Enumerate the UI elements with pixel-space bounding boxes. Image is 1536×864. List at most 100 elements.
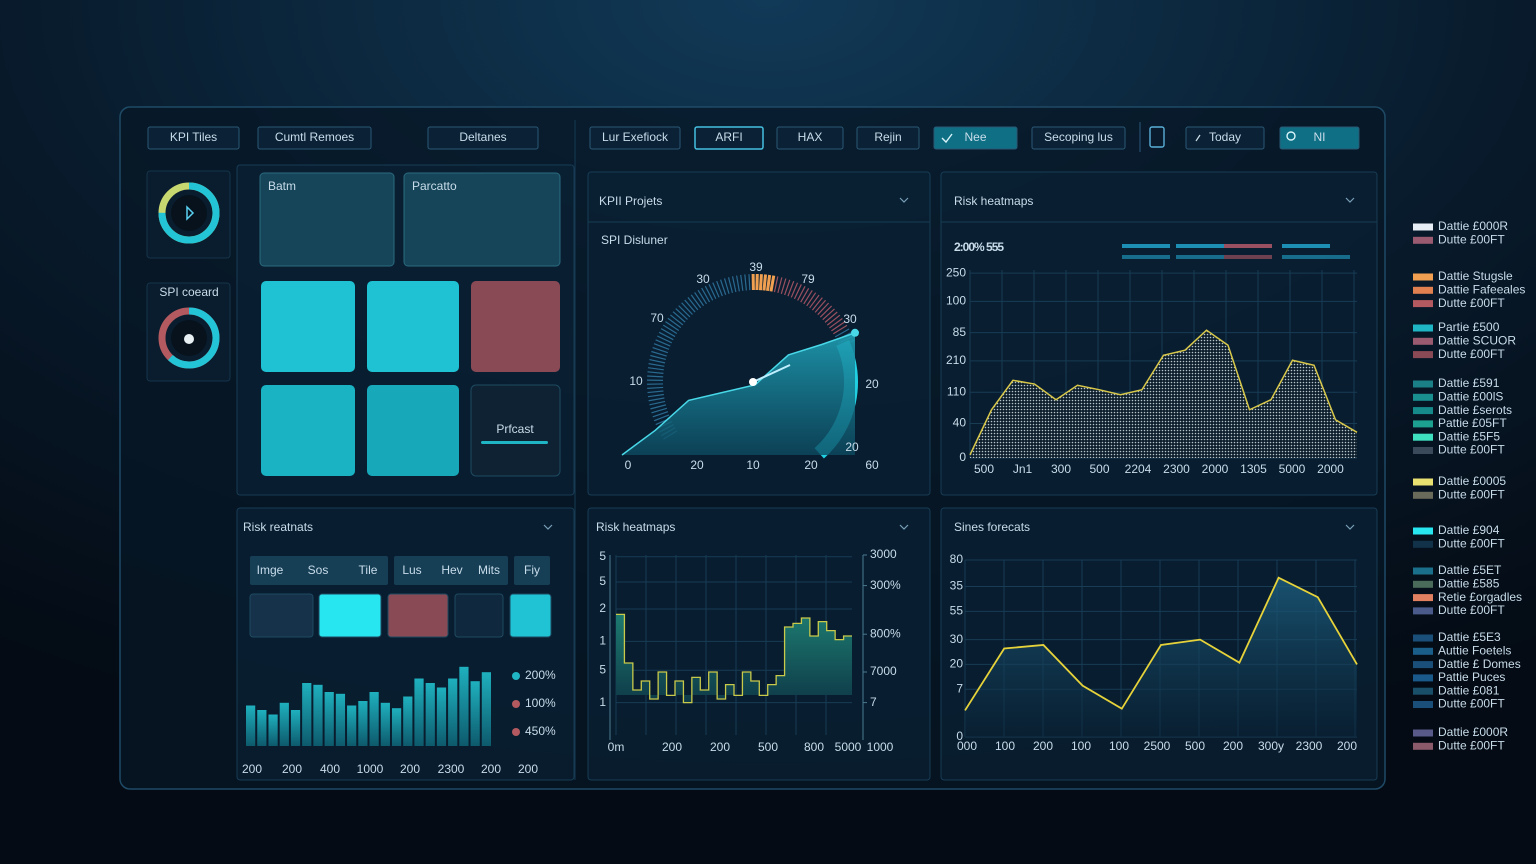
- gauge-scale-label: 20: [865, 377, 879, 391]
- needle-hub: [749, 378, 757, 386]
- legend-swatch: [1413, 337, 1433, 345]
- bar: [324, 692, 334, 746]
- y-tick-label: 80: [950, 552, 964, 566]
- bar: [268, 714, 278, 746]
- gauge-hatch: [765, 274, 772, 292]
- legend-label: Dutte £00FT: [1438, 296, 1505, 310]
- tab-button[interactable]: [257, 126, 372, 150]
- color-cell: [387, 593, 449, 638]
- tab-button[interactable]: [1031, 126, 1126, 150]
- chevron[interactable]: [543, 524, 553, 530]
- gauge-hatch: [723, 278, 730, 294]
- bar: [290, 710, 301, 746]
- y-tick-label: 1: [599, 634, 606, 648]
- panel-subtitle: SPI Disluner: [601, 233, 668, 247]
- legend-swatch: [1413, 674, 1433, 682]
- chevron[interactable]: [1345, 524, 1355, 530]
- y-tick-label: 100: [946, 294, 966, 308]
- y-tick-label: 30: [950, 632, 964, 646]
- gauge-hatch: [697, 289, 708, 305]
- legend-label: Dattie £081: [1438, 683, 1500, 697]
- legend-swatch: [1413, 742, 1433, 750]
- bar: [470, 681, 480, 746]
- x-tick-label: 10: [746, 458, 760, 472]
- tab-button[interactable]: [694, 126, 764, 150]
- gauge-hatch: [657, 335, 673, 344]
- y-tick-label: 55: [950, 604, 964, 618]
- gauge-hatch: [787, 280, 795, 297]
- gauge-hatch: [647, 371, 664, 374]
- headline-bar: [1282, 255, 1350, 259]
- legend-swatch: [1413, 687, 1433, 695]
- x-tick-label: 200: [481, 762, 501, 776]
- header-cell: Fiy: [524, 563, 540, 577]
- gauge-scale-label: 20: [845, 440, 859, 454]
- legend-label: Dattie £0005: [1438, 474, 1506, 488]
- gauge-hatch: [800, 287, 810, 303]
- legend-swatch: [1413, 594, 1433, 602]
- tab-button[interactable]: [589, 126, 681, 150]
- bar: [313, 684, 323, 746]
- forecast-line: [964, 576, 1358, 711]
- gauge-hatch: [704, 285, 714, 301]
- legend-label: Dutte £00FT: [1438, 232, 1505, 246]
- x-tick-label: 200: [1337, 739, 1357, 753]
- tab-label: KPI Tiles: [170, 130, 217, 144]
- gauge-hatch: [662, 324, 678, 335]
- header-row: [250, 556, 388, 585]
- search-icon[interactable]: [1286, 131, 1296, 141]
- x-tick-label: 300y: [1258, 739, 1284, 753]
- gauge-hatch: [769, 275, 776, 292]
- chevron[interactable]: [899, 197, 909, 203]
- chevron[interactable]: [1345, 197, 1355, 203]
- legend-dot: [512, 700, 520, 708]
- tab-button[interactable]: [933, 126, 1018, 150]
- tab-button[interactable]: [776, 126, 844, 150]
- tab-button[interactable]: [1279, 126, 1360, 150]
- gauge-hatch: [651, 350, 667, 357]
- tab-button[interactable]: [147, 126, 240, 150]
- tab-button[interactable]: [427, 126, 539, 150]
- clipboard-icon[interactable]: [1149, 126, 1165, 148]
- tab-button[interactable]: [856, 126, 920, 150]
- gauge-scale-label: 30: [843, 312, 857, 326]
- gauge-hatch: [647, 393, 664, 398]
- kpi-tile: [261, 281, 355, 372]
- headline-bar: [1122, 244, 1170, 248]
- chevron[interactable]: [899, 524, 909, 530]
- x-tick-label: 800: [804, 740, 824, 754]
- tab-label: Deltanes: [459, 130, 506, 144]
- legend-label: Dattie £591: [1438, 376, 1500, 390]
- legend-label: Pattie Puces: [1438, 670, 1505, 684]
- gauge-hatch: [678, 305, 691, 318]
- gauge-core: [171, 195, 207, 231]
- x-tick-label: 0: [625, 458, 632, 472]
- x-tick-label: 2500: [1144, 739, 1171, 753]
- gauge-hatch: [667, 317, 682, 329]
- header-cell: Sos: [308, 563, 329, 577]
- step-fill: [616, 614, 852, 703]
- legend-label: 100%: [525, 696, 556, 710]
- gauge-hatch: [681, 302, 693, 315]
- legend-swatch: [1413, 580, 1433, 588]
- header-row: [394, 556, 508, 585]
- x-tick-label: 500: [1185, 739, 1205, 753]
- header-cell: Tile: [359, 563, 378, 577]
- x-tick-label: 500: [1089, 462, 1109, 476]
- gauge-label: SPI coeard: [159, 285, 218, 299]
- panel-title: Risk heatmaps: [954, 194, 1033, 208]
- tab-button[interactable]: [1185, 126, 1265, 150]
- legend-swatch: [1413, 607, 1433, 615]
- gauge-hatch: [653, 414, 670, 422]
- x-tick-label: 200: [710, 740, 730, 754]
- x-tick-label: 500: [758, 740, 778, 754]
- legend-dot: [512, 728, 520, 736]
- check-icon: [941, 133, 953, 144]
- tab-label: Secoping lus: [1044, 130, 1113, 144]
- y-tick-label: 2: [599, 601, 606, 615]
- legend-label: Dutte £00FT: [1438, 738, 1505, 752]
- tab-label: Nee: [964, 130, 986, 144]
- tile-label: Prfcast: [496, 422, 534, 436]
- color-cell: [318, 593, 382, 638]
